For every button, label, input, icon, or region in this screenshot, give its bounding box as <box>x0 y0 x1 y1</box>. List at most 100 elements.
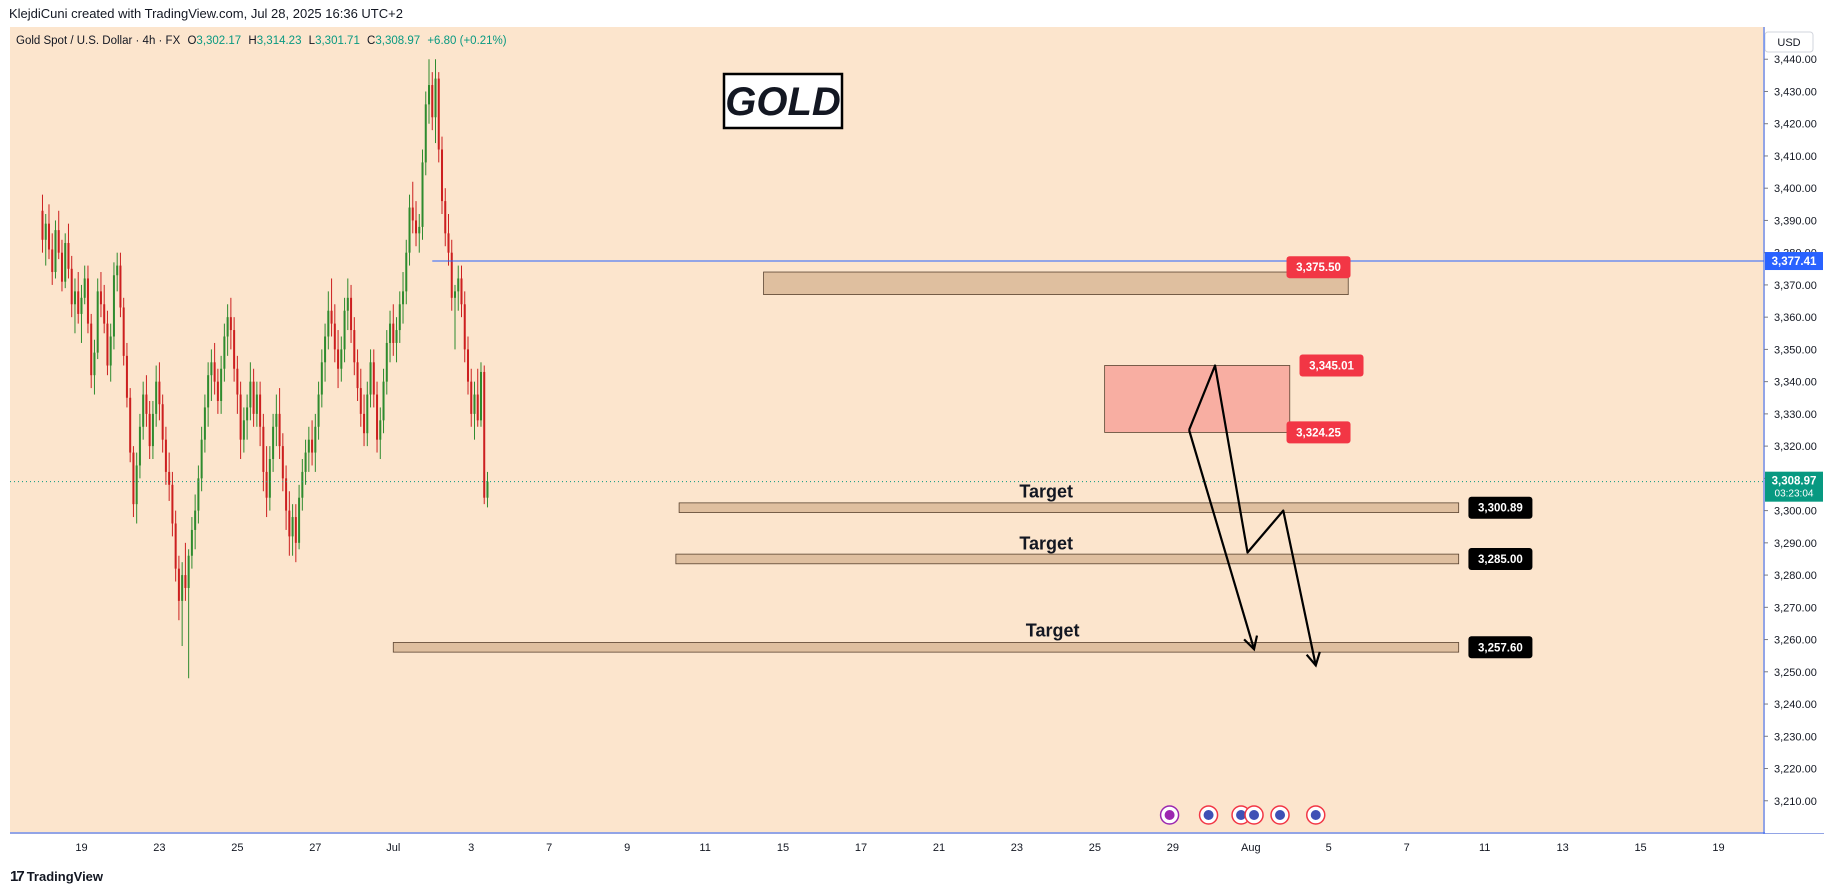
x-tick-label: 27 <box>309 842 321 854</box>
y-tick-label: 3,210.00 <box>1774 796 1817 808</box>
candle-body <box>473 394 476 414</box>
candle-body <box>424 104 427 163</box>
candle-body <box>337 349 340 369</box>
x-tick-label: 11 <box>699 842 710 854</box>
candle-body <box>415 220 418 234</box>
candle-body <box>437 78 440 150</box>
target-label: Target <box>1019 482 1073 502</box>
x-tick-label: 29 <box>1167 842 1179 854</box>
candle-body <box>203 407 206 440</box>
low-label: L <box>309 35 316 47</box>
symbol-legend[interactable]: Gold Spot / U.S. Dollar · 4h · FX O3,302… <box>16 35 507 47</box>
candle-body <box>421 162 424 227</box>
candle-body <box>83 278 86 298</box>
candle-body <box>80 297 83 314</box>
candle-body <box>51 249 54 273</box>
currency-button-bg[interactable] <box>1764 31 1814 53</box>
candle-body <box>272 426 275 460</box>
candle-body <box>207 375 210 408</box>
x-tick-label: 15 <box>777 842 789 854</box>
candle-body <box>483 371 486 498</box>
candle-body <box>187 555 190 588</box>
candle-body <box>73 291 76 305</box>
candle-body <box>275 413 278 427</box>
x-tick-label: 13 <box>1556 842 1568 854</box>
y-tick-label: 3,250.00 <box>1774 667 1817 679</box>
candle-body <box>60 252 63 282</box>
x-tick-label: 3 <box>468 842 474 854</box>
candle-body <box>158 381 161 405</box>
candle-body <box>285 478 288 511</box>
candle-body <box>122 307 125 356</box>
candle-body <box>233 330 236 369</box>
candle-body <box>350 297 353 331</box>
x-tick-label: 11 <box>1479 842 1490 854</box>
y-tick-label: 3,260.00 <box>1774 635 1817 647</box>
projection-arrow <box>1188 364 1317 666</box>
candle-body <box>372 362 375 395</box>
candle-body <box>402 291 405 305</box>
y-tick-label: 3,410.00 <box>1774 151 1817 163</box>
candle-body <box>255 394 258 414</box>
candle-body <box>252 381 255 414</box>
candle-body <box>457 278 460 292</box>
candle-body <box>304 452 307 472</box>
x-tick-label: 25 <box>1089 842 1101 854</box>
candle-body <box>64 243 67 282</box>
candle-body <box>54 230 57 273</box>
candle-body <box>405 252 408 292</box>
y-tick-label: 3,350.00 <box>1774 344 1817 356</box>
symbol-name: Gold Spot / U.S. Dollar · 4h · FX <box>16 35 181 47</box>
candle-body <box>343 310 346 350</box>
y-tick-label: 3,400.00 <box>1774 183 1817 195</box>
candle-body <box>119 265 122 308</box>
candle-body <box>132 452 135 505</box>
candle-body <box>398 304 401 331</box>
candle-body <box>103 304 106 324</box>
candle-body <box>346 297 349 311</box>
us-flag-icon <box>1275 810 1286 820</box>
price-tag <box>1468 636 1533 659</box>
candle-body <box>129 397 132 453</box>
us-flag-icon <box>1310 810 1321 820</box>
candle-body <box>77 291 80 314</box>
candle-body <box>112 275 115 337</box>
price-chart[interactable]: 3,375.50 3,345.01 3,324.25 3,300.89 3,285.00… <box>10 27 1824 860</box>
countdown-text: 03:23:04 <box>1775 489 1814 500</box>
zones-layer <box>392 271 1460 653</box>
candle-body <box>376 394 379 440</box>
y-tick-label: 3,290.00 <box>1774 538 1817 550</box>
candle-body <box>288 510 291 537</box>
zone-target-2 <box>675 553 1460 565</box>
price-axis-bg <box>1765 27 1824 833</box>
candle-body <box>311 439 314 453</box>
candle-body <box>314 426 317 453</box>
candles-layer <box>41 59 489 679</box>
currency-button[interactable]: USD <box>1764 31 1814 53</box>
candle-body <box>460 278 463 305</box>
high-label: H <box>248 35 256 47</box>
candle-body <box>291 517 294 537</box>
arrow-head <box>1243 635 1259 652</box>
target-label: Target <box>1026 620 1080 640</box>
title-box: GOLD <box>722 72 844 130</box>
candle-body <box>434 78 437 118</box>
zone-resistance <box>763 271 1349 295</box>
currency-label[interactable]: USD <box>1777 37 1800 49</box>
price-tag <box>1286 256 1351 279</box>
candle-body <box>259 394 262 427</box>
candle-body <box>428 85 431 105</box>
price-tag-text: 3,375.50 <box>1296 262 1341 274</box>
candle-body <box>145 394 148 414</box>
title-box-border <box>722 72 844 130</box>
close-value: 3,308.97 <box>375 35 420 47</box>
y-tick-label: 3,330.00 <box>1774 409 1817 421</box>
zone-supply <box>1104 365 1291 433</box>
close-label: C <box>367 35 375 47</box>
candle-body <box>356 362 359 389</box>
candle-body <box>164 439 167 472</box>
candle-body <box>161 404 164 440</box>
candle-body <box>486 481 489 498</box>
y-tick-label: 3,270.00 <box>1774 602 1817 614</box>
candle-body <box>379 420 382 440</box>
